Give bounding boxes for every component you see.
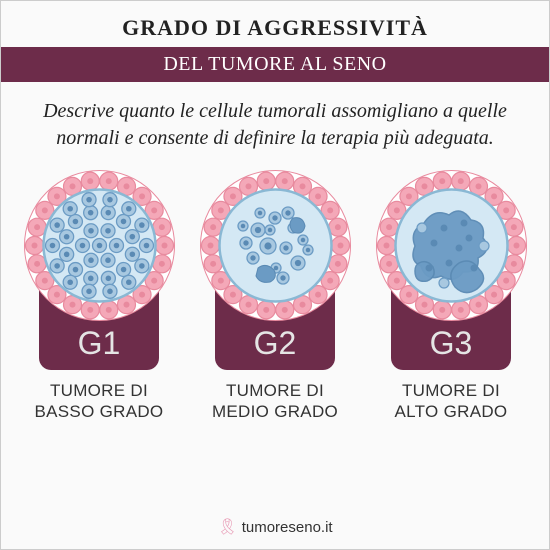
grade-name-g2: TUMORE DI MEDIO GRADO bbox=[212, 380, 338, 423]
grade-code: G2 bbox=[215, 325, 335, 362]
footer: 🎗 tumoreseno.it bbox=[1, 505, 549, 549]
grade-g3: G3 TUMORE DI ALTO GRADO bbox=[366, 168, 536, 505]
grade-code: G1 bbox=[39, 325, 159, 362]
grades-row: G1 TUMORE DI BASSO GRADO G2 TUMORE DI ME… bbox=[1, 168, 549, 505]
grade-g2: G2 TUMORE DI MEDIO GRADO bbox=[190, 168, 360, 505]
cell-diagram-g1 bbox=[22, 168, 177, 323]
grade-name-g3: TUMORE DI ALTO GRADO bbox=[395, 380, 508, 423]
cell-diagram-g3 bbox=[374, 168, 529, 323]
cell-diagram-g2 bbox=[198, 168, 353, 323]
grade-g1: G1 TUMORE DI BASSO GRADO bbox=[14, 168, 184, 505]
ribbon-icon: 🎗 bbox=[217, 517, 237, 537]
grade-code: G3 bbox=[391, 325, 511, 362]
footer-text: tumoreseno.it bbox=[242, 519, 333, 536]
title-top: GRADO DI AGGRESSIVITÀ bbox=[1, 1, 549, 47]
title-band: DEL TUMORE AL SENO bbox=[1, 47, 549, 82]
grade-name-g1: TUMORE DI BASSO GRADO bbox=[35, 380, 164, 423]
infographic-container: GRADO DI AGGRESSIVITÀ DEL TUMORE AL SENO… bbox=[0, 0, 550, 550]
description: Descrive quanto le cellule tumorali asso… bbox=[1, 82, 549, 168]
